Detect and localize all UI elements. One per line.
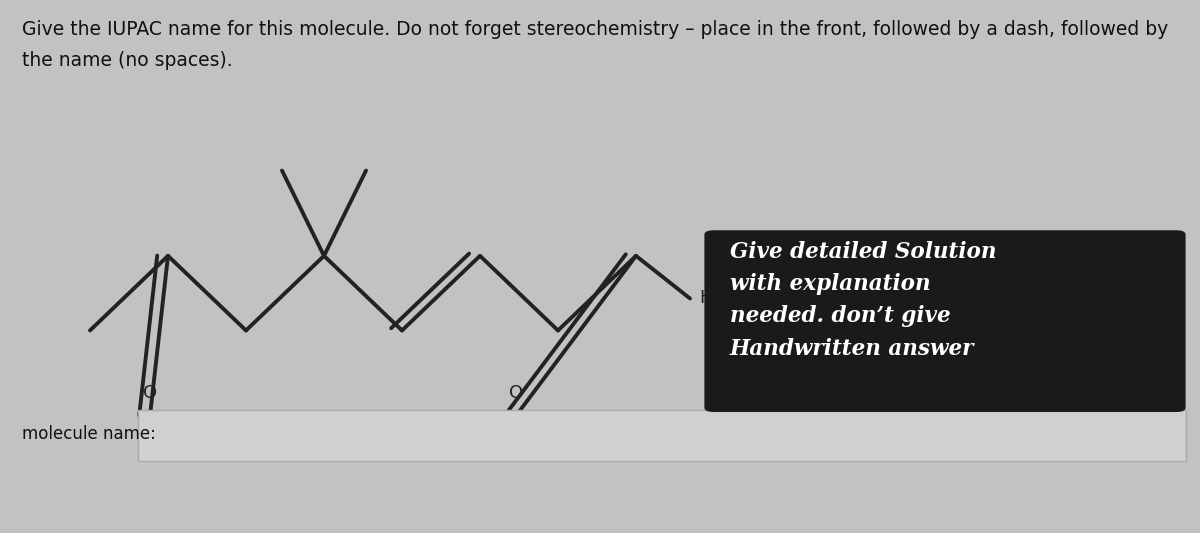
Text: the name (no spaces).: the name (no spaces). <box>22 51 233 70</box>
Text: O: O <box>143 384 157 402</box>
Text: H: H <box>700 289 713 308</box>
Text: molecule name:: molecule name: <box>22 425 156 443</box>
FancyBboxPatch shape <box>138 410 1186 461</box>
Text: Give detailed Solution
with explanation
needed. don’t give
Handwritten answer: Give detailed Solution with explanation … <box>730 241 996 360</box>
FancyBboxPatch shape <box>704 230 1186 412</box>
Text: O: O <box>509 384 523 402</box>
Text: Give the IUPAC name for this molecule. Do not forget stereochemistry – place in : Give the IUPAC name for this molecule. D… <box>22 20 1168 39</box>
